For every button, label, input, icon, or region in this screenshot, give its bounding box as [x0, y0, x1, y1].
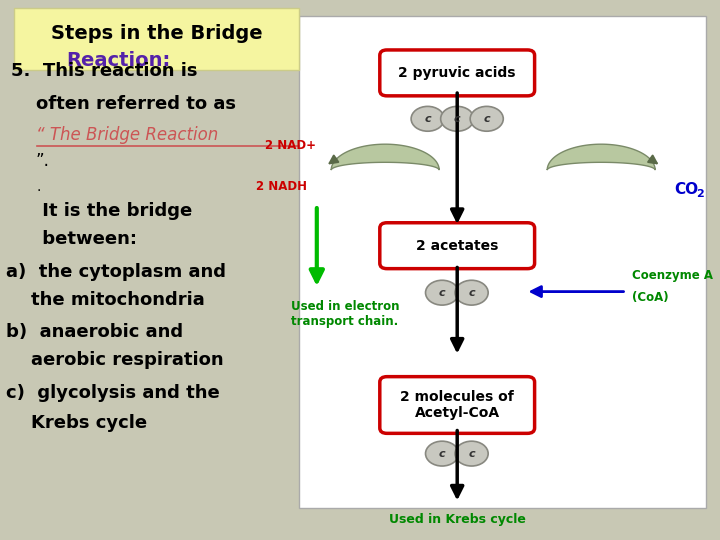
Circle shape — [455, 280, 488, 305]
Text: It is the bridge: It is the bridge — [36, 202, 192, 220]
FancyBboxPatch shape — [380, 377, 534, 433]
Text: 2 NADH: 2 NADH — [256, 180, 307, 193]
Text: 2 acetates: 2 acetates — [416, 239, 498, 253]
Text: “ The Bridge Reaction: “ The Bridge Reaction — [36, 126, 218, 144]
Circle shape — [411, 106, 444, 131]
Circle shape — [455, 441, 488, 466]
Circle shape — [426, 441, 459, 466]
Circle shape — [426, 280, 459, 305]
Text: between:: between: — [36, 231, 137, 248]
Text: a)  the cytoplasm and: a) the cytoplasm and — [6, 263, 226, 281]
Text: Krebs cycle: Krebs cycle — [6, 414, 147, 432]
Text: ”.: ”. — [36, 152, 50, 170]
Text: Used in Krebs cycle: Used in Krebs cycle — [389, 514, 526, 526]
FancyBboxPatch shape — [380, 50, 534, 96]
Text: c: c — [438, 449, 446, 458]
Text: c: c — [424, 114, 431, 124]
FancyBboxPatch shape — [14, 8, 299, 70]
Text: Coenzyme A: Coenzyme A — [632, 269, 713, 282]
Text: c: c — [468, 449, 475, 458]
Text: 2 NAD+: 2 NAD+ — [265, 139, 316, 152]
Text: 2 molecules of
Acetyl-CoA: 2 molecules of Acetyl-CoA — [400, 390, 514, 420]
Text: 2 pyruvic acids: 2 pyruvic acids — [398, 66, 516, 80]
Text: c: c — [438, 288, 446, 298]
Polygon shape — [547, 144, 655, 170]
Text: Reaction:: Reaction: — [67, 51, 171, 70]
Text: c)  glycolysis and the: c) glycolysis and the — [6, 384, 220, 402]
FancyBboxPatch shape — [380, 222, 534, 268]
FancyBboxPatch shape — [299, 16, 706, 508]
Text: 2: 2 — [696, 190, 704, 199]
Text: .: . — [36, 180, 40, 194]
Text: the mitochondria: the mitochondria — [6, 291, 204, 309]
Text: aerobic respiration: aerobic respiration — [6, 352, 223, 369]
Text: often referred to as: often referred to as — [11, 96, 236, 113]
Text: b)  anaerobic and: b) anaerobic and — [6, 323, 183, 341]
Text: 5.  This reaction is: 5. This reaction is — [11, 62, 197, 80]
Circle shape — [470, 106, 503, 131]
Text: Steps in the Bridge: Steps in the Bridge — [51, 24, 263, 43]
Text: (CoA): (CoA) — [632, 291, 669, 303]
Circle shape — [441, 106, 474, 131]
Text: c: c — [454, 114, 461, 124]
Polygon shape — [331, 144, 439, 170]
Text: c: c — [468, 288, 475, 298]
Text: CO: CO — [675, 181, 699, 197]
Text: Used in electron
transport chain.: Used in electron transport chain. — [291, 300, 400, 328]
Text: c: c — [483, 114, 490, 124]
